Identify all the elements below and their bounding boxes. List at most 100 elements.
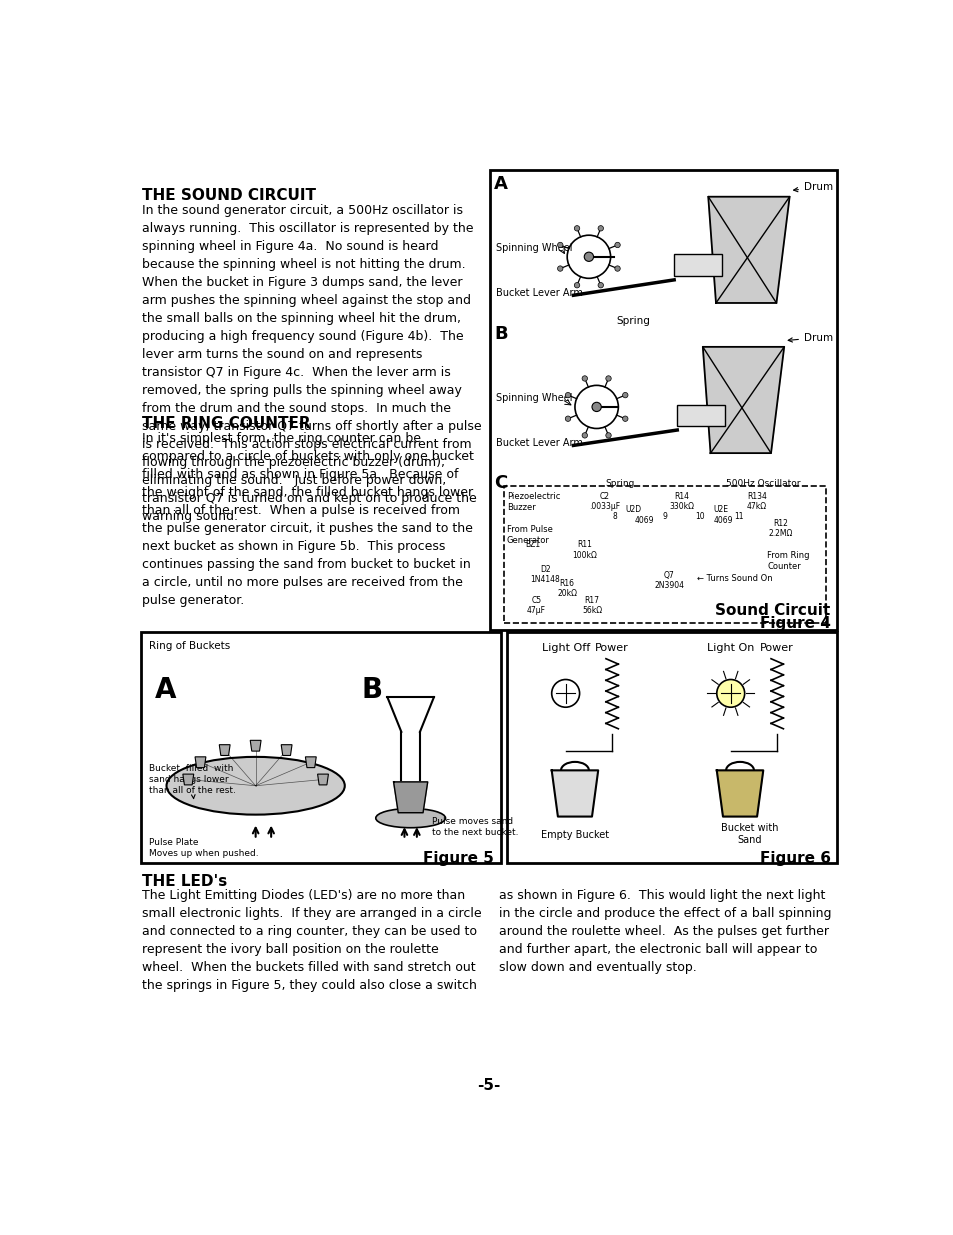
Polygon shape — [551, 771, 598, 816]
Polygon shape — [183, 774, 193, 785]
Text: B: B — [494, 325, 507, 343]
Circle shape — [581, 432, 587, 438]
Circle shape — [598, 283, 603, 288]
Circle shape — [614, 242, 619, 248]
Circle shape — [583, 252, 593, 262]
Text: Drum: Drum — [787, 332, 832, 342]
Text: THE RING COUNTER: THE RING COUNTER — [142, 416, 311, 431]
Bar — [503, 487, 825, 624]
Text: Figure 6: Figure 6 — [759, 851, 830, 866]
Polygon shape — [394, 782, 427, 813]
Circle shape — [716, 679, 744, 708]
Text: Power: Power — [595, 643, 628, 653]
Circle shape — [605, 432, 611, 438]
Text: U2E: U2E — [713, 505, 727, 514]
Bar — [141, 632, 500, 863]
Circle shape — [581, 375, 587, 382]
Text: Spring: Spring — [604, 478, 634, 488]
Circle shape — [622, 416, 627, 421]
Polygon shape — [716, 771, 762, 816]
Text: Spinning Wheel: Spinning Wheel — [496, 243, 572, 253]
Polygon shape — [702, 347, 783, 453]
Text: A: A — [494, 175, 508, 193]
Circle shape — [592, 403, 600, 411]
Text: Spring: Spring — [616, 316, 649, 326]
Circle shape — [598, 226, 603, 231]
Ellipse shape — [167, 757, 344, 815]
Polygon shape — [194, 757, 206, 768]
Text: A: A — [154, 677, 176, 704]
Text: 9: 9 — [661, 513, 666, 521]
Text: Sound Circuit: Sound Circuit — [715, 603, 830, 618]
Text: C2
.0033μF: C2 .0033μF — [588, 492, 619, 511]
Text: Bucket Lever Arm: Bucket Lever Arm — [496, 437, 582, 448]
Text: B: B — [361, 677, 382, 704]
Text: 8: 8 — [612, 513, 617, 521]
Text: BZ1: BZ1 — [524, 540, 539, 550]
Text: Spinning Wheel: Spinning Wheel — [496, 393, 572, 403]
Circle shape — [557, 266, 562, 272]
Polygon shape — [305, 757, 315, 768]
Text: R11
100kΩ: R11 100kΩ — [571, 540, 596, 559]
Text: 4069: 4069 — [635, 516, 654, 525]
Bar — [677, 405, 724, 426]
Circle shape — [565, 393, 570, 398]
Circle shape — [622, 393, 627, 398]
Text: Pulse moves sand
to the next bucket.: Pulse moves sand to the next bucket. — [432, 816, 518, 836]
Circle shape — [551, 679, 579, 708]
Text: 10: 10 — [695, 513, 704, 521]
Text: R14
330kΩ: R14 330kΩ — [669, 492, 694, 511]
Text: From Ring
Counter: From Ring Counter — [766, 551, 809, 571]
Text: C5
47μF: C5 47μF — [526, 595, 545, 615]
Text: ← Turns Sound On: ← Turns Sound On — [697, 574, 772, 583]
Bar — [506, 632, 836, 863]
Text: R12
2.2MΩ: R12 2.2MΩ — [767, 519, 792, 538]
Text: U2D: U2D — [624, 505, 640, 514]
Text: Light On: Light On — [706, 643, 754, 653]
Text: -5-: -5- — [476, 1078, 500, 1093]
Text: Bucket with
Sand: Bucket with Sand — [720, 823, 778, 845]
Text: Figure 4: Figure 4 — [759, 616, 830, 631]
Text: C: C — [494, 474, 507, 492]
Circle shape — [574, 283, 579, 288]
Circle shape — [574, 226, 579, 231]
Text: Empty Bucket: Empty Bucket — [540, 830, 608, 841]
Text: 500Hz Oscillator: 500Hz Oscillator — [725, 478, 800, 488]
Text: R134
47kΩ: R134 47kΩ — [746, 492, 766, 511]
Text: as shown in Figure 6.  This would light the next light
in the circle and produce: as shown in Figure 6. This would light t… — [498, 889, 831, 974]
Text: Stop: Stop — [689, 410, 712, 420]
Text: Bucket  filled  with
sand hangs lower
than all of the rest.: Bucket filled with sand hangs lower than… — [149, 764, 235, 799]
Text: The Light Emitting Diodes (LED's) are no more than
small electronic lights.  If : The Light Emitting Diodes (LED's) are no… — [142, 889, 481, 992]
Circle shape — [614, 266, 619, 272]
Text: Stop: Stop — [686, 261, 708, 270]
Text: Bucket Lever Arm: Bucket Lever Arm — [496, 288, 582, 298]
Text: In the sound generator circuit, a 500Hz oscillator is
always running.  This osci: In the sound generator circuit, a 500Hz … — [142, 204, 481, 522]
Circle shape — [557, 242, 562, 248]
Polygon shape — [281, 745, 292, 756]
Text: Drum: Drum — [793, 183, 832, 193]
Text: Q7
2N3904: Q7 2N3904 — [654, 571, 684, 590]
Bar — [489, 169, 836, 630]
Text: 11: 11 — [734, 513, 743, 521]
Bar — [674, 254, 721, 275]
Polygon shape — [317, 774, 328, 785]
Text: Piezoelectric
Buzzer: Piezoelectric Buzzer — [506, 492, 559, 511]
Text: Pulse Plate
Moves up when pushed.: Pulse Plate Moves up when pushed. — [149, 839, 258, 858]
Text: 4069: 4069 — [713, 516, 733, 525]
Text: THE SOUND CIRCUIT: THE SOUND CIRCUIT — [142, 188, 316, 204]
Text: Ring of Buckets: Ring of Buckets — [149, 641, 230, 651]
Polygon shape — [250, 740, 261, 751]
Text: R17
56kΩ: R17 56kΩ — [581, 595, 601, 615]
Text: R16
20kΩ: R16 20kΩ — [557, 579, 577, 598]
Polygon shape — [707, 196, 789, 303]
Text: Power: Power — [760, 643, 793, 653]
Circle shape — [565, 416, 570, 421]
Text: Figure 5: Figure 5 — [423, 851, 494, 866]
Text: THE LED's: THE LED's — [142, 873, 228, 888]
Text: Light Off: Light Off — [541, 643, 589, 653]
Circle shape — [605, 375, 611, 382]
Text: From Pulse
Generator: From Pulse Generator — [506, 525, 552, 545]
Text: In it's simplest form, the ring counter can be
compared to a circle of buckets w: In it's simplest form, the ring counter … — [142, 431, 474, 606]
Polygon shape — [219, 745, 230, 756]
Ellipse shape — [375, 809, 445, 827]
